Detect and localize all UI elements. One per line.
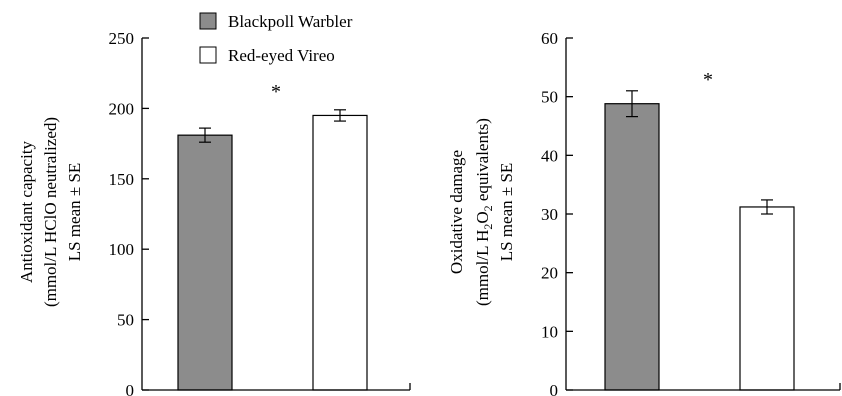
- legend-swatch-blackpoll-warbler: [199, 12, 217, 30]
- legend-label-blackpoll-warbler: Blackpoll Warbler: [228, 12, 353, 31]
- significance-marker: *: [703, 69, 713, 91]
- bars: [177, 109, 368, 391]
- y-axis-ticks: 0 50 100 150 200 250: [109, 29, 411, 396]
- legend: Blackpoll Warbler Red-eyed Vireo: [199, 12, 353, 65]
- bar-red-eyed-vireo: [739, 206, 795, 391]
- significance-marker: *: [271, 81, 281, 103]
- y-tick-label: 40: [541, 146, 558, 165]
- y-axis-label-line-2: (mmol/L H2O2 equivalents): [473, 118, 495, 306]
- y-tick-label: 30: [541, 205, 558, 224]
- y-axis-label-line-1: Antioxidant capacity: [17, 140, 36, 283]
- y-tick-label: 0: [550, 381, 559, 396]
- y-axis-label-line-2: (mmol/L HClO neutralized): [41, 117, 60, 307]
- y-tick-label: 50: [541, 88, 558, 107]
- legend-label-red-eyed-vireo: Red-eyed Vireo: [228, 46, 335, 65]
- bar-blackpoll-warbler: [177, 134, 233, 391]
- legend-swatch-red-eyed-vireo: [199, 46, 217, 64]
- y-axis-label-line-3: LS mean ± SE: [497, 163, 516, 262]
- y-axis-ticks: 0 10 20 30 40 50 60: [541, 29, 841, 396]
- y-tick-label: 100: [109, 240, 135, 259]
- y-tick-label: 60: [541, 29, 558, 48]
- antioxidant-capacity-panel: Antioxidant capacity (mmol/L HClO neutra…: [17, 29, 411, 396]
- y-tick-label: 200: [109, 99, 135, 118]
- bar-red-eyed-vireo: [312, 114, 368, 391]
- y-tick-label: 50: [117, 311, 134, 330]
- bar-blackpoll-warbler: [604, 103, 660, 391]
- y-axis-label-line-3: LS mean ± SE: [65, 163, 84, 262]
- oxidative-damage-panel: Oxidative damage (mmol/L H2O2 equivalent…: [447, 29, 841, 396]
- y-tick-label: 250: [109, 29, 135, 48]
- y-tick-label: 20: [541, 264, 558, 283]
- y-axis-label-line-1: Oxidative damage: [447, 150, 466, 274]
- y-tick-label: 10: [541, 322, 558, 341]
- bars: [604, 90, 795, 391]
- y-tick-label: 0: [126, 381, 135, 396]
- y-tick-label: 150: [109, 170, 135, 189]
